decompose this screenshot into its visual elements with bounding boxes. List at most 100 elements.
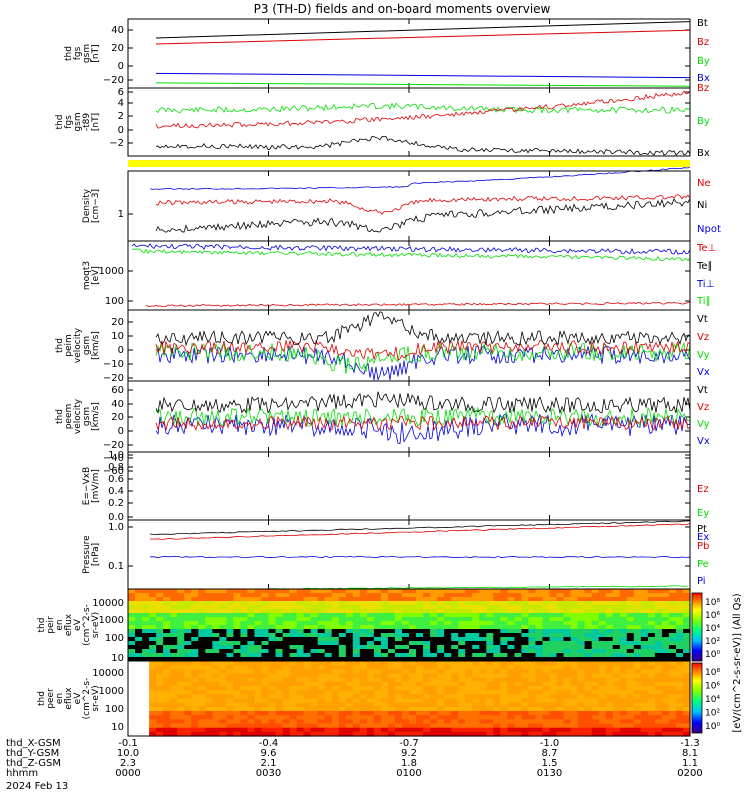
spectrogram-cell bbox=[640, 673, 649, 679]
spectrogram-cell bbox=[668, 673, 677, 679]
spectrogram-cell bbox=[226, 723, 234, 729]
spectrogram-cell bbox=[184, 621, 192, 626]
spectrogram-cell bbox=[472, 657, 480, 662]
spectrogram-cell bbox=[507, 633, 515, 638]
spectrogram-cell bbox=[149, 694, 157, 700]
spectrogram-cell bbox=[345, 649, 354, 654]
spectrogram-cell bbox=[402, 686, 410, 691]
spectrogram-cell bbox=[268, 633, 277, 638]
spectrogram-cell bbox=[437, 715, 445, 720]
spectrogram-cell bbox=[542, 657, 551, 662]
spectrogram-cell bbox=[626, 723, 635, 729]
spectrogram-cell bbox=[275, 605, 284, 610]
spectrogram-cell bbox=[444, 613, 452, 618]
spectrogram-cell bbox=[247, 669, 255, 675]
spectrogram-cell bbox=[387, 719, 396, 725]
spectrogram-cell bbox=[135, 690, 143, 695]
spectrogram-cell bbox=[521, 597, 529, 602]
spectrogram-cell bbox=[479, 681, 487, 687]
spectrogram-cell bbox=[233, 715, 241, 720]
spectrogram-cell bbox=[402, 694, 410, 700]
spectrogram-cell bbox=[416, 629, 424, 634]
spectrogram-cell bbox=[416, 617, 424, 622]
spectrogram-cell bbox=[528, 633, 536, 638]
spectrogram-cell bbox=[331, 686, 340, 691]
spectrogram-cell bbox=[423, 601, 431, 606]
spectrogram-cell bbox=[177, 698, 185, 704]
spectrogram-cell bbox=[605, 723, 614, 729]
spectrogram-cell bbox=[177, 711, 185, 716]
spectrogram-cell bbox=[296, 690, 305, 695]
spectrogram-cell bbox=[261, 681, 270, 687]
spectrogram-cell bbox=[549, 645, 558, 650]
spectrogram-cell bbox=[521, 727, 529, 733]
spectrogram-cell bbox=[556, 677, 565, 683]
spectrogram-cell bbox=[535, 589, 544, 594]
spectrogram-cell bbox=[444, 694, 452, 700]
spectrogram-cell bbox=[612, 637, 621, 642]
xaxis-value: 0100 bbox=[396, 768, 421, 779]
spectrogram-cell bbox=[612, 715, 621, 720]
spectrogram-cell bbox=[317, 665, 326, 670]
spectrogram-cell bbox=[184, 690, 192, 695]
spectrogram-cell bbox=[633, 609, 642, 614]
spectrogram-cell bbox=[493, 727, 501, 733]
spectrogram-cell bbox=[205, 665, 213, 670]
spectrogram-cell bbox=[416, 698, 424, 704]
series-bz bbox=[155, 90, 691, 129]
spectrogram-cell bbox=[296, 731, 305, 737]
spectrogram-cell bbox=[282, 711, 291, 716]
spectrogram-cell bbox=[570, 645, 579, 650]
spectrogram-cell bbox=[282, 637, 291, 642]
spectrogram-cell bbox=[416, 715, 424, 720]
xaxis-value: 1.1 bbox=[682, 758, 698, 769]
spectrogram-cell bbox=[577, 711, 586, 716]
xaxis-date: 2024 Feb 13 bbox=[6, 781, 68, 792]
spectrogram-cell bbox=[296, 706, 305, 712]
spectrogram-cell bbox=[598, 629, 607, 634]
spectrogram-cell bbox=[394, 617, 403, 622]
spectrogram-cell bbox=[423, 605, 431, 610]
legend-bt: Bt bbox=[697, 18, 708, 29]
spectrogram-cell bbox=[191, 669, 199, 675]
spectrogram-cell bbox=[486, 649, 494, 654]
spectrogram-cell bbox=[184, 681, 192, 687]
spectrogram-cell bbox=[598, 613, 607, 618]
spectrogram-cell bbox=[416, 649, 424, 654]
spectrogram-cell bbox=[324, 694, 333, 700]
spectrogram-cell bbox=[584, 711, 593, 716]
spectrogram-cell bbox=[661, 625, 670, 630]
spectrogram-cell bbox=[296, 669, 305, 675]
spectrogram-cell bbox=[254, 731, 262, 737]
spectrogram-cell bbox=[205, 629, 213, 634]
spectrogram-cell bbox=[219, 649, 227, 654]
y-tick-label: 40 bbox=[111, 399, 124, 410]
spectrogram-cell bbox=[135, 633, 143, 638]
spectrogram-cell bbox=[640, 649, 649, 654]
spectrogram-cell bbox=[163, 645, 171, 650]
spectrogram-cell bbox=[458, 641, 466, 646]
spectrogram-cell bbox=[409, 681, 417, 687]
spectrogram-cell bbox=[142, 637, 150, 642]
spectrogram-cell bbox=[570, 702, 579, 708]
spectrogram-cell bbox=[626, 649, 635, 654]
spectrogram-cell bbox=[542, 669, 551, 675]
spectrogram-cell bbox=[177, 690, 185, 695]
spectrogram-cell bbox=[226, 673, 234, 679]
spectrogram-cell bbox=[261, 617, 270, 622]
spectrogram-cell bbox=[612, 649, 621, 654]
spectrogram-cell bbox=[591, 617, 600, 622]
spectrogram-cell bbox=[626, 641, 635, 646]
spectrogram-cell bbox=[472, 731, 480, 737]
spectrogram-cell bbox=[191, 645, 199, 650]
spectrogram-cell bbox=[423, 673, 431, 679]
spectrogram-cell bbox=[683, 645, 691, 650]
spectrogram-cell bbox=[198, 601, 206, 606]
spectrogram-cell bbox=[359, 665, 368, 670]
spectrogram-cell bbox=[317, 711, 326, 716]
spectrogram-cell bbox=[142, 641, 150, 646]
spectrogram-cell bbox=[387, 621, 396, 626]
spectrogram-cell bbox=[668, 653, 677, 658]
spectrogram-cell bbox=[626, 690, 635, 695]
spectrogram-cell bbox=[507, 702, 515, 708]
